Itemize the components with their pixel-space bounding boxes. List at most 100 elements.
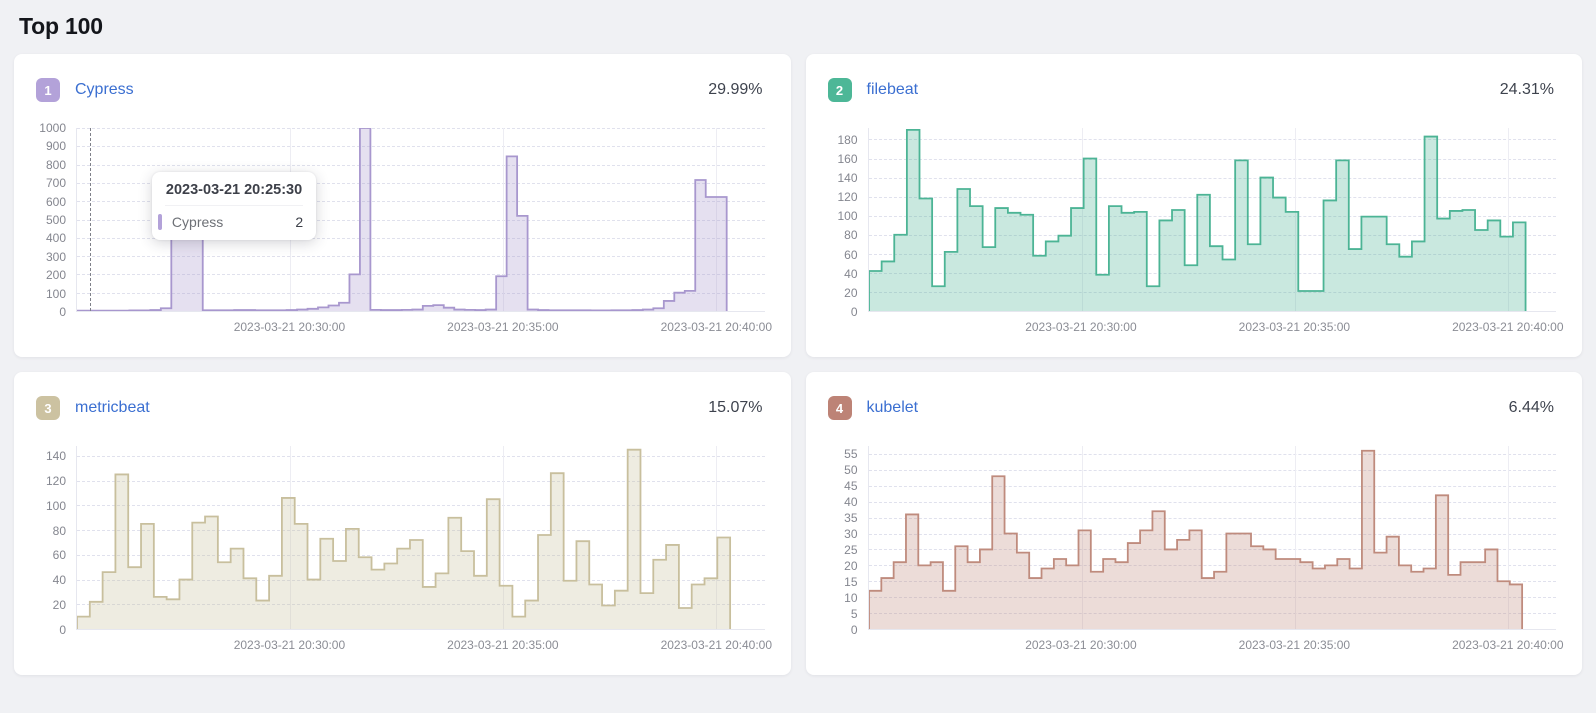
y-tick-label: 1000 xyxy=(39,121,66,135)
y-tick-label: 0 xyxy=(850,623,858,637)
horizontal-gridline xyxy=(868,501,1556,503)
horizontal-gridline xyxy=(77,604,765,606)
y-tick-label: 300 xyxy=(45,249,66,264)
y-tick-label: 60 xyxy=(844,247,858,262)
horizontal-gridline xyxy=(868,469,1556,471)
y-tick-label: 80 xyxy=(52,523,66,538)
share-percent: 6.44% xyxy=(1508,399,1554,416)
horizontal-gridline xyxy=(868,517,1556,519)
y-tick-label: 60 xyxy=(52,548,66,563)
y-tick-label: 160 xyxy=(837,151,858,166)
y-tick-label: 5 xyxy=(850,607,858,621)
horizontal-gridline xyxy=(77,480,765,482)
y-tick-label: 100 xyxy=(45,498,66,513)
rank-badge: 1 xyxy=(36,78,60,102)
rank-badge: 3 xyxy=(36,396,60,420)
y-tick-label: 180 xyxy=(837,132,858,147)
hover-crosshair-line xyxy=(90,128,92,311)
series-marker xyxy=(157,213,162,230)
vertical-gridline xyxy=(1294,128,1296,311)
x-tick-label: 2023-03-21 20:30:00 xyxy=(233,320,346,334)
y-tick-label: 25 xyxy=(844,543,858,557)
vertical-gridline xyxy=(1081,446,1083,629)
y-tick-label: 0 xyxy=(59,623,66,637)
y-tick-label: 100 xyxy=(45,286,66,301)
y-tick-label: 40 xyxy=(52,573,66,588)
vertical-gridline xyxy=(503,446,505,629)
vertical-gridline xyxy=(1507,128,1509,311)
service-link[interactable]: filebeat xyxy=(866,81,919,98)
card-header: 3 metricbeat 15.07% xyxy=(14,372,791,420)
horizontal-gridline xyxy=(77,128,765,129)
rank-badge: 2 xyxy=(827,78,852,102)
y-tick-label: 30 xyxy=(844,527,858,541)
y-axis: 0 5 10 15 20 25 30 35 40 45 50 55 xyxy=(822,446,868,637)
chart: 0 100 200 300 400 500 600 700 800 900 1000 2023-03… xyxy=(14,121,791,334)
horizontal-gridline xyxy=(77,256,765,258)
y-tick-label: 15 xyxy=(844,574,858,589)
y-tick-label: 600 xyxy=(45,194,66,209)
vertical-gridline xyxy=(1294,446,1296,629)
y-tick-label: 120 xyxy=(45,473,66,488)
chart-plot[interactable]: 2023-03-21 20:25:30 Cypress 2 xyxy=(867,446,1556,630)
vertical-gridline xyxy=(1507,446,1509,629)
top-100-grid: 1 Cypress 29.99% 0 100 200 300 400 500 600 700 8… xyxy=(0,40,1596,689)
y-tick-label: 50 xyxy=(844,463,858,477)
x-tick-label: 2023-03-21 20:35:00 xyxy=(447,638,559,652)
y-tick-label: 120 xyxy=(837,190,858,204)
horizontal-gridline xyxy=(868,272,1556,274)
horizontal-gridline xyxy=(77,554,765,556)
area-series xyxy=(77,446,765,629)
share-percent: 15.07% xyxy=(708,399,763,416)
horizontal-gridline xyxy=(77,579,765,581)
horizontal-gridline xyxy=(77,146,765,148)
y-tick-label: 500 xyxy=(45,213,66,227)
x-axis: 2023-03-21 20:30:00 2023-03-21 20:35:00 20… xyxy=(868,312,1563,334)
x-axis: 2023-03-21 20:30:00 2023-03-21 20:35:00 20… xyxy=(868,630,1563,652)
x-axis: 2023-03-21 20:30:00 2023-03-21 20:35:00 20… xyxy=(76,312,772,334)
y-tick-label: 20 xyxy=(844,559,858,573)
horizontal-gridline xyxy=(868,253,1556,255)
horizontal-gridline xyxy=(868,177,1556,179)
service-link[interactable]: kubelet xyxy=(866,399,919,416)
horizontal-gridline xyxy=(868,291,1556,293)
horizontal-gridline xyxy=(868,234,1556,236)
tooltip-series-name: Cypress xyxy=(171,213,224,230)
horizontal-gridline xyxy=(77,201,765,203)
service-link[interactable]: metricbeat xyxy=(75,399,150,416)
vertical-gridline xyxy=(290,446,292,629)
horizontal-gridline xyxy=(77,455,765,457)
chart: 0 20 40 60 80 100 120 140 2023-03-21 20:25:30 C… xyxy=(14,446,791,652)
horizontal-gridline xyxy=(868,533,1556,535)
chart: 0 20 40 60 80 100 120 140 160 180 2023-03-21 20:2… xyxy=(806,128,1583,334)
horizontal-gridline xyxy=(868,453,1556,455)
horizontal-gridline xyxy=(77,530,765,532)
horizontal-gridline xyxy=(868,196,1556,198)
area-series xyxy=(77,128,765,311)
x-axis: 2023-03-21 20:30:00 2023-03-21 20:35:00 20… xyxy=(76,630,772,652)
horizontal-gridline xyxy=(868,565,1556,567)
y-tick-label: 0 xyxy=(59,305,66,319)
x-tick-label: 2023-03-21 20:40:00 xyxy=(660,320,773,334)
service-link[interactable]: Cypress xyxy=(75,81,134,98)
y-tick-label: 0 xyxy=(850,305,858,319)
y-tick-label: 200 xyxy=(45,268,66,283)
y-axis: 0 20 40 60 80 100 120 140 160 180 xyxy=(822,128,868,320)
chart-plot[interactable]: 2023-03-21 20:25:30 Cypress 2 xyxy=(76,446,765,630)
tooltip-row: Cypress 2 xyxy=(157,213,303,230)
vertical-gridline xyxy=(1081,128,1083,311)
y-tick-label: 55 xyxy=(844,447,858,461)
x-tick-label: 2023-03-21 20:35:00 xyxy=(447,320,559,334)
y-tick-label: 40 xyxy=(844,266,858,281)
vertical-gridline xyxy=(716,128,718,311)
share-percent: 24.31% xyxy=(1499,81,1554,98)
rank-badge: 4 xyxy=(827,396,852,420)
horizontal-gridline xyxy=(868,549,1556,551)
horizontal-gridline xyxy=(77,164,765,166)
chart-plot[interactable]: 2023-03-21 20:25:30 Cypress 2 xyxy=(867,128,1556,312)
service-card: 2 filebeat 24.31% 0 20 40 60 80 100 120 140 160 1… xyxy=(805,54,1583,357)
tooltip-timestamp: 2023-03-21 20:25:30 xyxy=(164,180,304,206)
y-tick-label: 140 xyxy=(45,448,66,463)
chart-plot[interactable]: 2023-03-21 20:25:30 Cypress 2 xyxy=(76,128,765,312)
